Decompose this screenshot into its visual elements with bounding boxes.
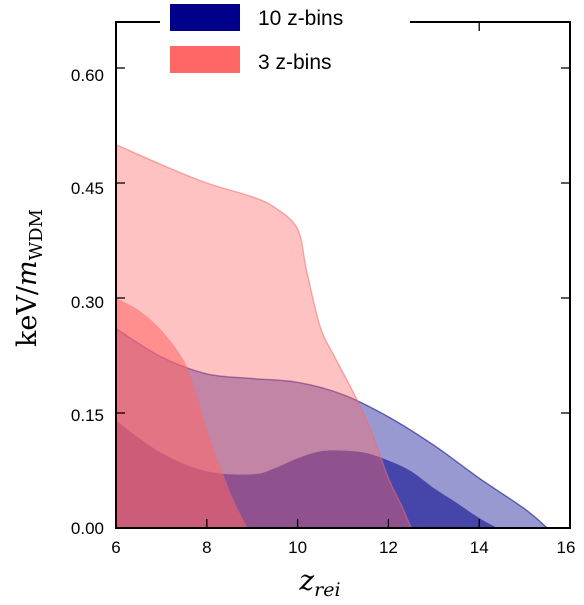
y-axis-label-var: m — [12, 260, 43, 286]
x-axis-label-base: z — [298, 564, 314, 597]
y-axis-label-sub: WDM — [26, 209, 47, 260]
x-axis-label-sub: rei — [314, 579, 340, 601]
y-tick-labels: 0.00 0.15 0.30 0.45 0.60 — [71, 66, 104, 538]
x-tick-label: 16 — [557, 538, 576, 557]
x-tick-label: 8 — [202, 538, 211, 557]
y-axis-label-prefix: keV/ — [12, 285, 43, 347]
y-tick-label: 0.60 — [71, 66, 104, 85]
legend-swatch-3-z-bins — [170, 46, 240, 73]
legend-swatch-10-z-bins — [170, 4, 240, 31]
x-axis-label: zrei — [298, 564, 340, 601]
y-tick-label: 0.00 — [71, 519, 104, 538]
plot-area — [115, 143, 550, 529]
x-tick-label: 12 — [379, 538, 398, 557]
y-tick-label: 0.15 — [71, 406, 104, 425]
x-tick-labels: 6 8 10 12 14 16 — [111, 538, 575, 557]
y-tick-label: 0.30 — [71, 293, 104, 312]
legend-label-3-z-bins: 3 z-bins — [258, 51, 332, 74]
y-tick-label: 0.45 — [71, 179, 104, 198]
y-axis-label: keV/mWDM — [12, 209, 47, 347]
x-tick-label: 6 — [111, 538, 120, 557]
legend: 10 z-bins 3 z-bins — [160, 0, 410, 84]
legend-label-10-z-bins: 10 z-bins — [258, 7, 343, 30]
x-tick-label: 14 — [470, 538, 489, 557]
region-inner-3-z-bins — [116, 298, 248, 528]
x-tick-label: 10 — [288, 538, 307, 557]
